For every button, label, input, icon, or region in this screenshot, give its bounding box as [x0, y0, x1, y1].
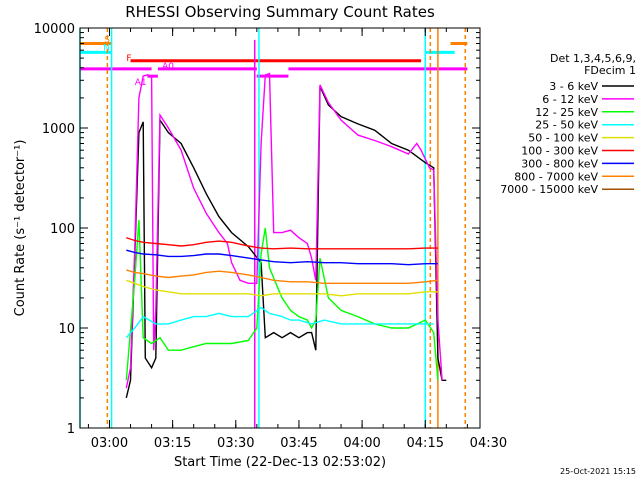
series-25-50-kev — [125, 306, 434, 339]
x-tick-label: 03:15 — [154, 436, 191, 451]
x-tick-label: 04:00 — [343, 436, 380, 451]
flag-label-f: F — [126, 54, 131, 64]
x-tick-label: 03:00 — [91, 436, 128, 451]
legend-label: 800 - 7000 keV — [514, 170, 598, 183]
x-tick-label: 03:45 — [280, 436, 317, 451]
series-group — [125, 72, 447, 399]
series-100-300-kev — [126, 237, 438, 250]
x-axis-label: Start Time (22-Dec-13 02:53:02) — [174, 455, 386, 470]
flag-label-n: N — [103, 43, 110, 53]
flag-label-s: S — [104, 35, 110, 45]
series-6-12-kev — [125, 72, 443, 389]
series-3-6-kev — [125, 86, 447, 399]
chart-title: RHESSI Observing Summary Count Rates — [125, 3, 435, 21]
y-tick-label: 100 — [50, 222, 75, 237]
y-tick-label: 1000 — [42, 122, 75, 137]
series-300-800-kev — [126, 249, 438, 266]
y-tick-label: 10 — [58, 322, 75, 337]
x-tick-label: 04:30 — [470, 436, 507, 451]
legend-label: 50 - 100 keV — [528, 132, 598, 145]
legend-label: 25 - 50 keV — [535, 119, 598, 132]
x-tick-label: 03:30 — [217, 436, 254, 451]
legend-label: 3 - 6 keV — [549, 80, 598, 93]
legend-label: 100 - 300 keV — [521, 145, 598, 158]
series-12-25-kev — [125, 220, 439, 381]
series-800-7000-kev — [126, 269, 438, 284]
legend-label: 300 - 800 keV — [521, 157, 598, 170]
series-50-100-kev — [126, 279, 438, 297]
legend-title: FDecim 1 — [584, 64, 636, 77]
x-tick-label: 04:15 — [407, 436, 444, 451]
legend-label: 6 - 12 keV — [542, 93, 598, 106]
legend-title: Det 1,3,4,5,6,9, — [550, 52, 636, 65]
y-tick-label: 10000 — [34, 22, 75, 37]
x-axis: 03:00 03:15 03:30 03:45 04:00 04:15 04:30 — [87, 28, 507, 451]
footer-timestamp: 25-Oct-2021 15:15 — [560, 467, 636, 476]
y-tick-label: 1 — [67, 422, 75, 437]
flag-label-a1: A1 — [135, 78, 147, 88]
legend-label: 12 - 25 keV — [535, 106, 598, 119]
legend-label: 7000 - 15000 keV — [500, 183, 598, 196]
flag-label-a0: A0 — [162, 62, 174, 72]
y-axis-label: Count Rate (s⁻¹ detector⁻¹) — [13, 140, 28, 317]
y-axis: 1 10 100 1000 10000 — [34, 22, 480, 437]
